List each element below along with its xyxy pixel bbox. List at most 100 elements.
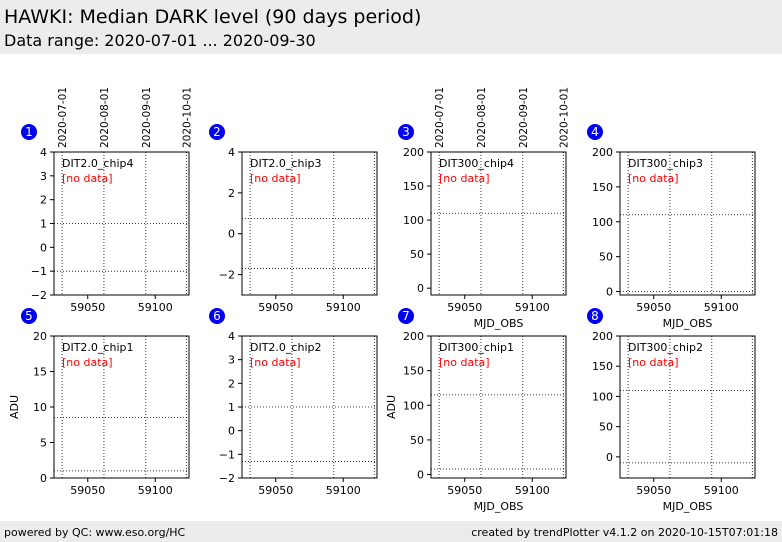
- y-tick-label-2: 2: [228, 187, 235, 200]
- y-tick-label-4: 0: [606, 286, 613, 299]
- y-tick-label-1: 0: [40, 241, 47, 254]
- plot-frame-3: [430, 151, 567, 296]
- y-tick-label-1: 2: [40, 194, 47, 207]
- panel-badge-6: [209, 308, 225, 324]
- x-axis-label-7: MJD_OBS: [474, 500, 524, 513]
- footer: powered by QC: www.eso.org/HC created by…: [0, 521, 782, 542]
- y-tick-label-5: 20: [33, 330, 47, 343]
- no-data-label-8: [no data]: [628, 356, 679, 369]
- x-tick-label-1: 59050: [70, 301, 105, 314]
- y-tick-label-1: 1: [40, 218, 47, 231]
- x-tick-label-7: 59100: [515, 484, 550, 497]
- no-data-label-3: [no data]: [439, 172, 490, 185]
- y-tick-label-4: 200: [592, 146, 613, 159]
- x-tick-label-6: 59050: [258, 484, 293, 497]
- x-tick-label-1: 59100: [138, 301, 173, 314]
- y-tick-label-5: 15: [33, 366, 47, 379]
- no-data-label-6: [no data]: [250, 356, 301, 369]
- y-tick-label-3: 200: [403, 146, 424, 159]
- no-data-label-7: [no data]: [439, 356, 490, 369]
- panel-badge-number-4: 4: [591, 125, 599, 139]
- panel-label-8: DIT300_chip2: [628, 341, 703, 354]
- y-tick-label-8: 200: [592, 330, 613, 343]
- page-subtitle: Data range: 2020-07-01 ... 2020-09-30: [4, 31, 316, 50]
- panel-label-2: DIT2.0_chip3: [250, 157, 321, 170]
- y-axis-label-5: ADU: [8, 395, 21, 419]
- y-tick-label-6: 1: [228, 401, 235, 414]
- y-tick-label-1: −1: [31, 265, 47, 278]
- y-tick-label-2: 0: [228, 228, 235, 241]
- panel-badge-number-5: 5: [25, 309, 33, 323]
- x-axis-label-3: MJD_OBS: [474, 317, 524, 330]
- y-tick-label-6: 3: [228, 354, 235, 367]
- x-tick-label-5: 59050: [70, 484, 105, 497]
- y-tick-label-7: 0: [417, 469, 424, 482]
- y-tick-label-3: 100: [403, 214, 424, 227]
- plot-frame-7: [430, 335, 567, 479]
- y-axis-label-7: ADU: [385, 395, 398, 419]
- no-data-label-4: [no data]: [628, 172, 679, 185]
- footer-credit: powered by QC: www.eso.org/HC: [4, 526, 186, 539]
- panel-label-5: DIT2.0_chip1: [62, 341, 133, 354]
- no-data-label-1: [no data]: [62, 172, 113, 185]
- x-axis-label-4: MJD_OBS: [663, 317, 713, 330]
- y-tick-label-1: −2: [31, 289, 47, 302]
- x-tick-label-7: 59050: [447, 484, 482, 497]
- plot-frame-1: [53, 151, 190, 296]
- y-tick-label-6: −1: [219, 448, 235, 461]
- y-tick-label-6: 0: [228, 425, 235, 438]
- y-tick-label-7: 100: [403, 399, 424, 412]
- panel-badge-3: [398, 124, 414, 140]
- x-tick-label-5: 59100: [138, 484, 173, 497]
- panel-badge-number-7: 7: [402, 309, 410, 323]
- y-tick-label-4: 150: [592, 181, 613, 194]
- y-tick-label-7: 150: [403, 365, 424, 378]
- y-tick-label-1: 3: [40, 170, 47, 183]
- y-tick-label-1: 4: [40, 146, 47, 159]
- panel-badge-2: [209, 124, 225, 140]
- y-tick-label-8: 100: [592, 390, 613, 403]
- panel-badge-number-2: 2: [213, 125, 221, 139]
- plot-frame-4: [619, 151, 756, 296]
- y-tick-label-3: 0: [417, 282, 424, 295]
- plot-frame-6: [241, 335, 378, 479]
- y-tick-label-5: 5: [40, 437, 47, 450]
- plot-frame-8: [619, 335, 756, 479]
- date-tick-label-3: 2020-08-01: [476, 87, 488, 148]
- x-tick-label-8: 59050: [636, 484, 671, 497]
- y-tick-label-6: 4: [228, 330, 235, 343]
- plot-frame-5: [53, 335, 190, 479]
- panel-badge-8: [587, 308, 603, 324]
- y-tick-label-8: 150: [592, 360, 613, 373]
- panel-label-6: DIT2.0_chip2: [250, 341, 321, 354]
- x-axis-label-8: MJD_OBS: [663, 500, 713, 513]
- plot-frame-2: [241, 151, 378, 296]
- panel-badge-1: [21, 124, 37, 140]
- header: HAWKI: Median DARK level (90 days period…: [0, 0, 782, 54]
- panel-badge-4: [587, 124, 603, 140]
- y-tick-label-8: 0: [606, 451, 613, 464]
- panel-badge-7: [398, 308, 414, 324]
- date-tick-label-3: 2020-07-01: [434, 87, 446, 148]
- x-tick-label-2: 59050: [258, 301, 293, 314]
- y-tick-label-6: 2: [228, 377, 235, 390]
- panel-badge-number-3: 3: [402, 125, 410, 139]
- x-tick-label-8: 59100: [704, 484, 739, 497]
- panel-badge-number-6: 6: [213, 309, 221, 323]
- y-tick-label-2: −2: [219, 269, 235, 282]
- panel-label-1: DIT2.0_chip4: [62, 157, 133, 170]
- x-tick-label-4: 59100: [704, 301, 739, 314]
- no-data-label-2: [no data]: [250, 172, 301, 185]
- panel-label-3: DIT300_chip4: [439, 157, 514, 170]
- date-tick-label-1: 2020-09-01: [141, 87, 153, 148]
- y-tick-label-5: 10: [33, 401, 47, 414]
- y-tick-label-2: 4: [228, 146, 235, 159]
- x-tick-label-6: 59100: [326, 484, 361, 497]
- date-tick-label-3: 2020-09-01: [518, 87, 530, 148]
- y-tick-label-8: 50: [599, 421, 613, 434]
- panel-label-4: DIT300_chip3: [628, 157, 703, 170]
- no-data-label-5: [no data]: [62, 356, 113, 369]
- date-tick-label-1: 2020-10-01: [181, 87, 193, 148]
- date-tick-label-1: 2020-08-01: [99, 87, 111, 148]
